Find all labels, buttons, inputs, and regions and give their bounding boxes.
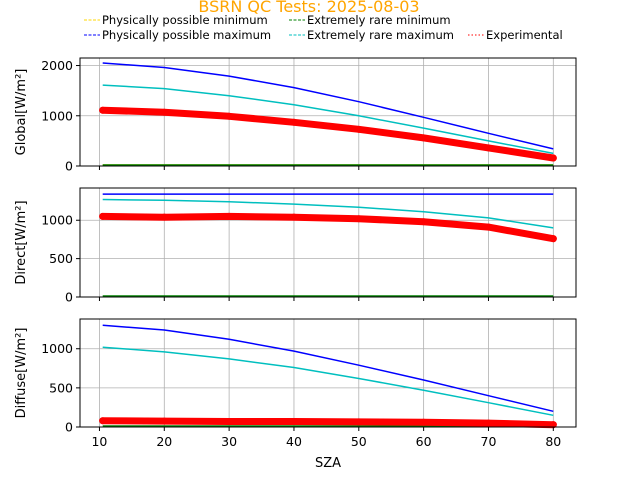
y-tick-label: 0	[65, 420, 73, 435]
y-tick-label: 500	[49, 380, 73, 395]
plot-frame	[79, 57, 577, 167]
series-line	[102, 324, 554, 413]
panels: 010002000Global[W/m²]05001000Direct[W/m²…	[14, 57, 577, 449]
y-tick-label: 2000	[41, 58, 73, 73]
data-point	[160, 213, 168, 221]
data-point	[549, 235, 557, 243]
x-tick-label: 40	[286, 434, 302, 449]
data-point	[549, 421, 557, 429]
legend-entry: Experimental	[468, 28, 563, 42]
series-line	[102, 198, 554, 229]
y-tick-label: 0	[65, 159, 73, 174]
y-axis: 0 1000 2000	[41, 58, 80, 174]
legend-label: Experimental	[486, 28, 563, 42]
series-line	[102, 346, 554, 417]
data-point	[484, 223, 492, 231]
y-axis-label: Global[W/m²]	[14, 69, 29, 156]
x-tick-label: 70	[481, 434, 497, 449]
data-point	[99, 417, 107, 425]
x-axis: 10 20 30 40 50 60 70 80	[91, 427, 561, 449]
data-point	[549, 154, 557, 162]
x-tick-label: 60	[416, 434, 432, 449]
plot-frame	[79, 187, 577, 298]
data-point	[420, 418, 428, 426]
legend-entry: Physically possible minimum	[84, 13, 268, 27]
grid	[80, 188, 576, 298]
series-group	[99, 193, 557, 297]
data-point	[225, 212, 233, 220]
panel-2: 0 500 1000 Direct[W/m²]	[14, 187, 577, 305]
plot-frame	[79, 318, 577, 428]
series-line-experimental	[99, 417, 557, 429]
data-point	[99, 106, 107, 114]
data-point	[484, 144, 492, 152]
chart-title: BSRN QC Tests: 2025-08-03	[198, 0, 419, 16]
panel-3: 0 500 1000 10 20 30 40 50 60 70 80 Diffuse[W/m²]	[14, 318, 577, 449]
data-point	[290, 418, 298, 426]
y-tick-label: 0	[65, 290, 73, 305]
y-tick-label: 500	[49, 251, 73, 266]
data-point	[355, 125, 363, 133]
legend-entry: Extremely rare minimum	[289, 13, 451, 27]
data-point	[225, 418, 233, 426]
data-point	[160, 417, 168, 425]
y-tick-label: 1000	[41, 213, 73, 228]
data-point	[160, 108, 168, 116]
series-line	[102, 62, 554, 150]
y-tick-label: 1000	[41, 108, 73, 123]
y-tick-label: 1000	[41, 341, 73, 356]
series-group	[99, 324, 557, 429]
data-point	[290, 213, 298, 221]
data-point	[355, 418, 363, 426]
series-group	[99, 62, 557, 166]
legend-entry: Extremely rare maximum	[289, 28, 454, 42]
x-axis	[98, 297, 554, 301]
x-axis-label: SZA	[315, 456, 341, 471]
y-axis-label: Direct[W/m²]	[14, 200, 29, 284]
data-point	[484, 419, 492, 427]
legend: Physically possible minimum Extremely rar…	[84, 13, 563, 42]
y-axis: 0 500 1000	[41, 341, 80, 435]
data-point	[420, 218, 428, 226]
x-tick-label: 20	[156, 434, 172, 449]
y-axis-label: Diffuse[W/m²]	[14, 328, 29, 419]
x-tick-label: 50	[351, 434, 367, 449]
series-line-experimental	[99, 212, 557, 243]
series-line-experimental	[99, 106, 557, 162]
legend-label: Extremely rare maximum	[307, 28, 454, 42]
data-point	[290, 118, 298, 126]
legend-label: Extremely rare minimum	[307, 13, 451, 27]
legend-label: Physically possible minimum	[102, 13, 268, 27]
data-point	[355, 215, 363, 223]
data-point	[225, 112, 233, 120]
data-point	[420, 134, 428, 142]
legend-entry: Physically possible maximum	[84, 28, 271, 42]
panel-1: 0 1000 2000 Global[W/m²]	[14, 57, 577, 174]
data-point	[99, 212, 107, 220]
x-tick-label: 80	[545, 434, 561, 449]
x-tick-label: 10	[91, 434, 107, 449]
x-axis	[98, 166, 554, 170]
series-line	[102, 84, 554, 155]
y-axis: 0 500 1000	[41, 213, 80, 305]
x-tick-label: 30	[221, 434, 237, 449]
legend-label: Physically possible maximum	[102, 28, 271, 42]
